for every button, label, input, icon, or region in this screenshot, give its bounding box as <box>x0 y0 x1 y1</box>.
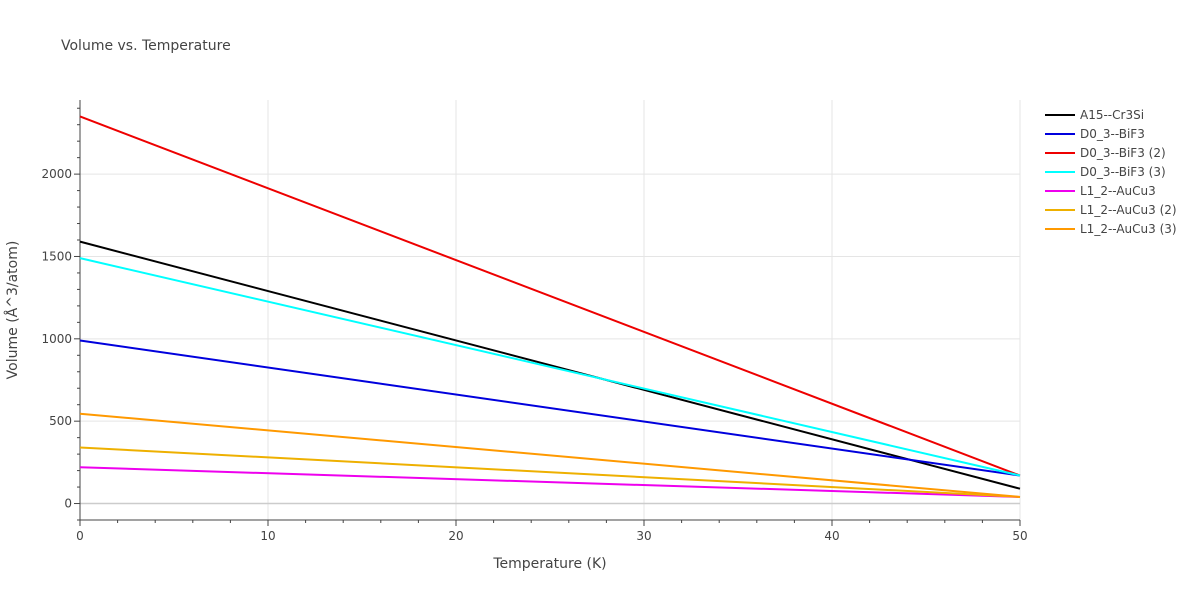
series-line <box>79 339 1021 477</box>
y-tick-label: 2000 <box>41 167 72 181</box>
x-tick-label: 20 <box>448 529 463 543</box>
x-tick-label: 0 <box>76 529 84 543</box>
x-tick-label: 10 <box>260 529 275 543</box>
legend-label: L1_2--AuCu3 <box>1080 184 1156 198</box>
legend-label: L1_2--AuCu3 (2) <box>1080 203 1177 217</box>
grid <box>80 100 1021 520</box>
plot-area <box>79 115 1021 498</box>
x-tick-label: 30 <box>636 529 651 543</box>
chart-title: Volume vs. Temperature <box>61 38 231 54</box>
legend-label: D0_3--BiF3 <box>1080 127 1145 141</box>
x-tick-label: 50 <box>1012 529 1027 543</box>
y-tick-label: 1500 <box>41 249 72 263</box>
legend-label: D0_3--BiF3 (2) <box>1080 146 1166 160</box>
legend-label: A15--Cr3Si <box>1080 108 1144 122</box>
x-axis-title: Temperature (K) <box>492 556 606 572</box>
series-line <box>79 412 1021 498</box>
y-tick-label: 0 <box>64 497 72 511</box>
series-line <box>79 257 1021 477</box>
series-line <box>79 115 1021 477</box>
legend-label: L1_2--AuCu3 (3) <box>1080 222 1177 236</box>
legend-label: D0_3--BiF3 (3) <box>1080 165 1166 179</box>
y-tick-label: 1000 <box>41 332 72 346</box>
series-line <box>79 240 1021 490</box>
y-axis-title: Volume (Å^3/atom) <box>4 241 21 380</box>
legend: A15--Cr3Si D0_3--BiF3 D0_3--BiF3 (2) D0_3--… <box>1045 108 1177 236</box>
series-line <box>79 446 1021 498</box>
x-tick-label: 40 <box>824 529 839 543</box>
y-tick-label: 500 <box>49 414 72 428</box>
series-line <box>79 466 1021 498</box>
